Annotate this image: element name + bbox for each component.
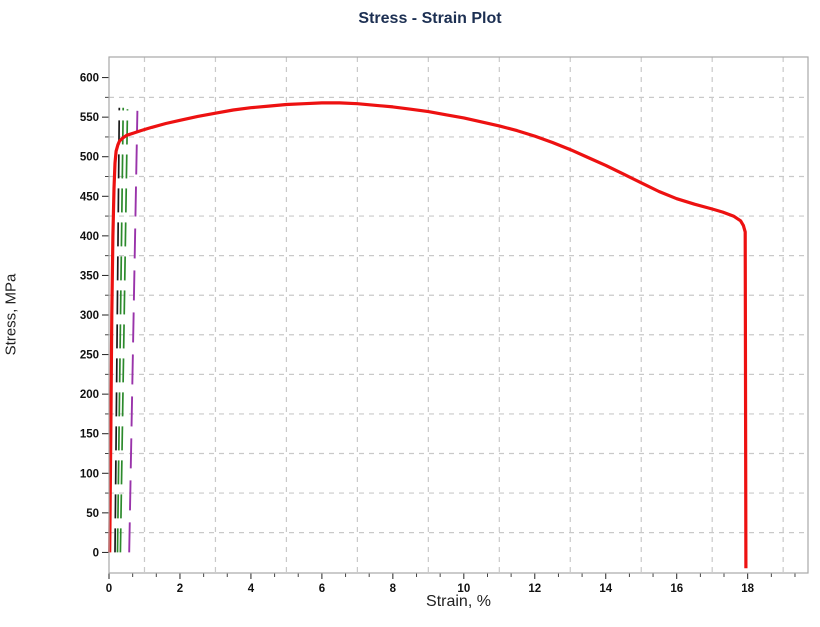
x-tick-label: 2 bbox=[177, 583, 183, 595]
stress-strain-curve bbox=[108, 101, 748, 569]
x-tick-label: 14 bbox=[599, 583, 612, 595]
x-tick-label: 18 bbox=[741, 583, 754, 595]
x-axis-ticks: 0 2 4 6 8 10 12 14 16 18 bbox=[106, 573, 796, 595]
y-tick-label: 600 bbox=[80, 73, 99, 85]
x-tick-label: 8 bbox=[390, 583, 397, 595]
y-gridlines bbox=[109, 96, 808, 534]
x-tick-label: 4 bbox=[248, 583, 255, 595]
y-tick-label: 500 bbox=[80, 152, 99, 164]
y-tick-label: 400 bbox=[80, 231, 99, 243]
y-tick-label: 350 bbox=[80, 270, 99, 282]
x-gridlines bbox=[143, 57, 784, 573]
construction-line bbox=[114, 107, 121, 553]
y-axis-ticks: 0 50 100 150 200 250 300 350 400 450 500 550 600 bbox=[80, 73, 109, 559]
construction-line bbox=[128, 110, 139, 553]
construction-line bbox=[116, 107, 125, 553]
x-axis-title: Strain, % bbox=[426, 593, 491, 610]
y-tick-label: 450 bbox=[80, 191, 99, 203]
y-tick-label: 0 bbox=[93, 547, 99, 559]
x-tick-label: 0 bbox=[106, 583, 112, 595]
x-tick-label: 10 bbox=[457, 583, 470, 595]
x-tick-label: 6 bbox=[319, 583, 325, 595]
y-tick-label: 100 bbox=[80, 468, 99, 480]
x-tick-label: 12 bbox=[528, 583, 541, 595]
chart-title: Stress - Strain Plot bbox=[358, 10, 502, 27]
construction-line bbox=[119, 109, 129, 553]
y-tick-label: 300 bbox=[80, 310, 99, 322]
y-tick-label: 200 bbox=[80, 389, 99, 401]
y-tick-label: 50 bbox=[86, 508, 99, 520]
series-lines bbox=[108, 101, 748, 569]
y-tick-label: 550 bbox=[80, 112, 99, 124]
y-tick-label: 150 bbox=[80, 429, 99, 441]
x-tick-label: 16 bbox=[670, 583, 683, 595]
plot-border bbox=[108, 56, 809, 574]
y-tick-label: 250 bbox=[80, 350, 99, 362]
